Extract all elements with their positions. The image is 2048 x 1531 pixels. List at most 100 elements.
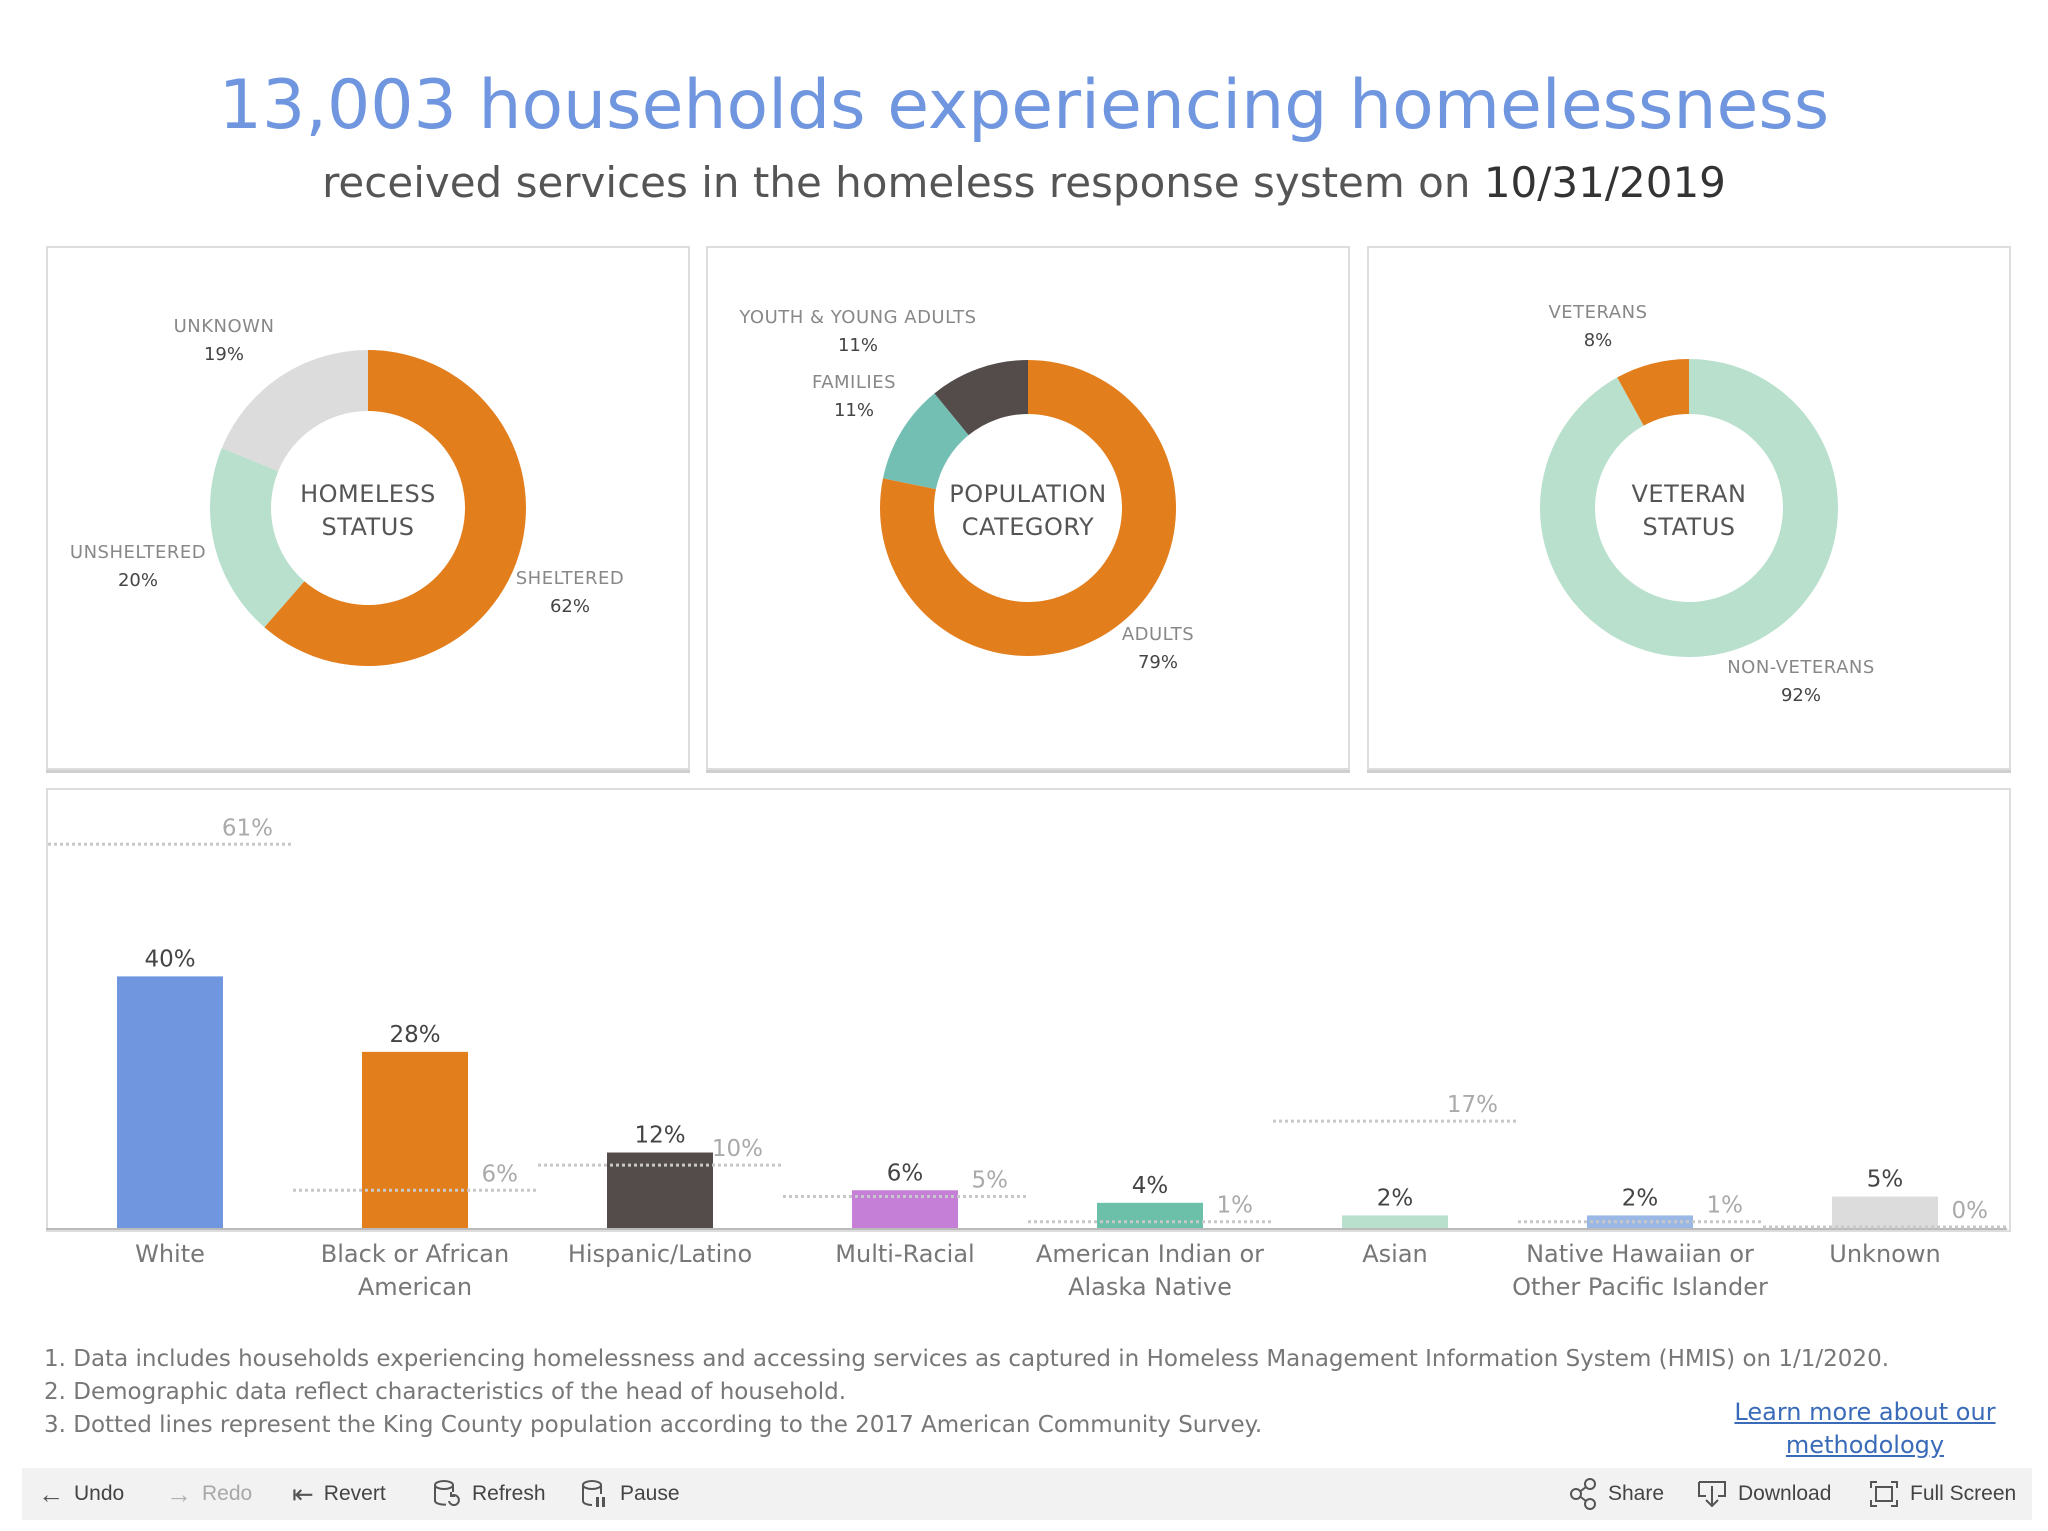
veteran-status-donut: NON-VETERANS 92% VETERANS 8% VETERAN STATUS [1540, 302, 1875, 706]
download-label: Download [1738, 1482, 1832, 1505]
reference-value-label: 61% [222, 815, 273, 841]
reference-value-label: 0% [1952, 1198, 1989, 1224]
footnote-1: 1. Data includes households experiencing… [44, 1346, 1890, 1372]
download-icon [1698, 1481, 1726, 1508]
redo-arrow-icon: → [166, 1479, 192, 1509]
dashboard-subtitle: received services in the homeless respon… [0, 158, 2048, 207]
category-label: American Indian or [1036, 1240, 1264, 1268]
donut-slice-non-veterans [1540, 359, 1838, 657]
donut-slice-veterans [1617, 359, 1689, 426]
reference-value-label: 6% [482, 1161, 519, 1187]
bar-value-label: 2% [1622, 1185, 1659, 1211]
reference-value-label: 10% [712, 1136, 763, 1162]
slice-label-unknown: UNKNOWN [174, 316, 275, 337]
category-label: White [135, 1240, 205, 1268]
population-category-panel: ADULTS 79% FAMILIES 11% YOUTH & YOUNG ADULTS… [706, 246, 1350, 770]
bar-unknown [1832, 1196, 1938, 1228]
redo-button[interactable]: → Redo [166, 1468, 252, 1520]
slice-value-sheltered: 62% [550, 596, 590, 617]
share-button[interactable]: Share [1568, 1468, 1664, 1520]
slice-label-sheltered: SHELTERED [516, 568, 625, 589]
reference-value-label: 1% [1707, 1193, 1744, 1219]
slice-value-veterans: 8% [1584, 330, 1613, 351]
slice-value-non-veterans: 92% [1781, 685, 1821, 706]
reference-value-label: 5% [972, 1168, 1009, 1194]
viz-toolbar: ← Undo → Redo ⇤ Revert Refresh Pause [22, 1468, 2032, 1520]
slice-value-families: 11% [834, 400, 874, 421]
revert-label: Revert [323, 1482, 386, 1505]
bar-value-label: 2% [1377, 1185, 1414, 1211]
category-label: Native Hawaiian or [1526, 1240, 1754, 1268]
bar-value-label: 6% [887, 1160, 924, 1186]
category-label: Hispanic/Latino [568, 1240, 752, 1268]
bar-white [117, 976, 223, 1228]
donut-center-label: CATEGORY [962, 513, 1094, 541]
dashboard-title: 13,003 households experiencing homelessn… [218, 66, 1830, 145]
redo-label: Redo [202, 1482, 253, 1505]
donut-center-label: STATUS [321, 513, 414, 541]
race-ethnicity-bar-chart: 40% 61% White 28% 6% Black or African American… [46, 815, 2008, 1301]
methodology-link[interactable]: Learn more about our methodology [1700, 1396, 2030, 1462]
pause-button[interactable]: Pause [580, 1468, 680, 1520]
donut-center-label: STATUS [1642, 513, 1735, 541]
subtitle-date: 10/31/2019 [1483, 158, 1726, 207]
footnote-3: 3. Dotted lines represent the King Count… [44, 1412, 1263, 1438]
slice-label-adults: ADULTS [1122, 624, 1194, 645]
full-screen-label: Full Screen [1910, 1482, 2017, 1505]
undo-button[interactable]: ← Undo [38, 1468, 124, 1520]
population-category-donut: ADULTS 79% FAMILIES 11% YOUTH & YOUNG ADULTS… [738, 307, 1194, 673]
donut-slice-unknown [221, 350, 368, 472]
donut-slice-sheltered [264, 350, 526, 666]
reference-value-label: 1% [1217, 1193, 1254, 1219]
bar-asian [1342, 1215, 1448, 1228]
undo-arrow-icon: ← [38, 1479, 64, 1509]
category-label: Black or African [321, 1240, 509, 1268]
veteran-status-panel: NON-VETERANS 92% VETERANS 8% VETERAN STATUS [1367, 246, 2011, 770]
donut-center-label: VETERAN [1632, 480, 1747, 508]
slice-label-non-veterans: NON-VETERANS [1727, 657, 1875, 678]
donut-slice-unsheltered [210, 448, 305, 628]
slice-label-veterans: VETERANS [1548, 302, 1647, 323]
share-icon [1570, 1478, 1596, 1510]
bar-value-label: 40% [144, 946, 195, 972]
homeless-status-panel: SHELTERED 62% UNSHELTERED 20% UNKNOWN 19% HOME… [46, 246, 690, 770]
slice-label-youth-young-adults: YOUTH & YOUNG ADULTS [738, 307, 976, 328]
category-label: Unknown [1829, 1240, 1940, 1268]
donut-center-label: HOMELESS [300, 480, 436, 508]
category-label: Alaska Native [1068, 1273, 1232, 1301]
homeless-status-donut: SHELTERED 62% UNSHELTERED 20% UNKNOWN 19% HOME… [70, 316, 625, 666]
refresh-label: Refresh [472, 1482, 546, 1505]
category-label: Other Pacific Islander [1512, 1273, 1768, 1301]
pause-label: Pause [620, 1482, 680, 1505]
download-button[interactable]: Download [1696, 1468, 1831, 1520]
revert-icon: ⇤ [292, 1479, 314, 1509]
bar-value-label: 4% [1132, 1173, 1169, 1199]
category-label: Asian [1362, 1240, 1428, 1268]
slice-value-youth-young-adults: 11% [838, 335, 878, 356]
donut-center-label: POPULATION [949, 480, 1106, 508]
undo-label: Undo [74, 1482, 125, 1505]
category-label: American [358, 1273, 472, 1301]
subtitle-text: received services in the homeless respon… [322, 158, 1484, 207]
refresh-icon [434, 1480, 460, 1507]
donut-slice-youth-young-adults [934, 360, 1028, 436]
category-label: Multi-Racial [835, 1240, 974, 1268]
methodology-link-line-1[interactable]: Learn more about our [1734, 1398, 1996, 1426]
share-label: Share [1608, 1482, 1665, 1505]
slice-value-unsheltered: 20% [118, 570, 158, 591]
bar-value-label: 12% [634, 1123, 685, 1149]
donut-slice-adults [880, 360, 1176, 656]
methodology-link-line-2[interactable]: methodology [1785, 1431, 1945, 1459]
slice-label-unsheltered: UNSHELTERED [70, 542, 206, 563]
bar-black-or-african-american [362, 1051, 468, 1228]
refresh-button[interactable]: Refresh [432, 1468, 546, 1520]
slice-value-adults: 79% [1138, 652, 1178, 673]
full-screen-icon [1870, 1481, 1898, 1507]
revert-button[interactable]: ⇤ Revert [292, 1468, 386, 1520]
footnotes: 1. Data includes households experiencing… [44, 1343, 1889, 1442]
reference-value-label: 17% [1447, 1092, 1498, 1118]
bar-american-indian-or-alaska-native [1097, 1202, 1203, 1228]
full-screen-button[interactable]: Full Screen [1868, 1468, 2016, 1520]
footnote-2: 2. Demographic data reflect characterist… [44, 1379, 847, 1405]
bar-value-label: 5% [1867, 1167, 1904, 1193]
